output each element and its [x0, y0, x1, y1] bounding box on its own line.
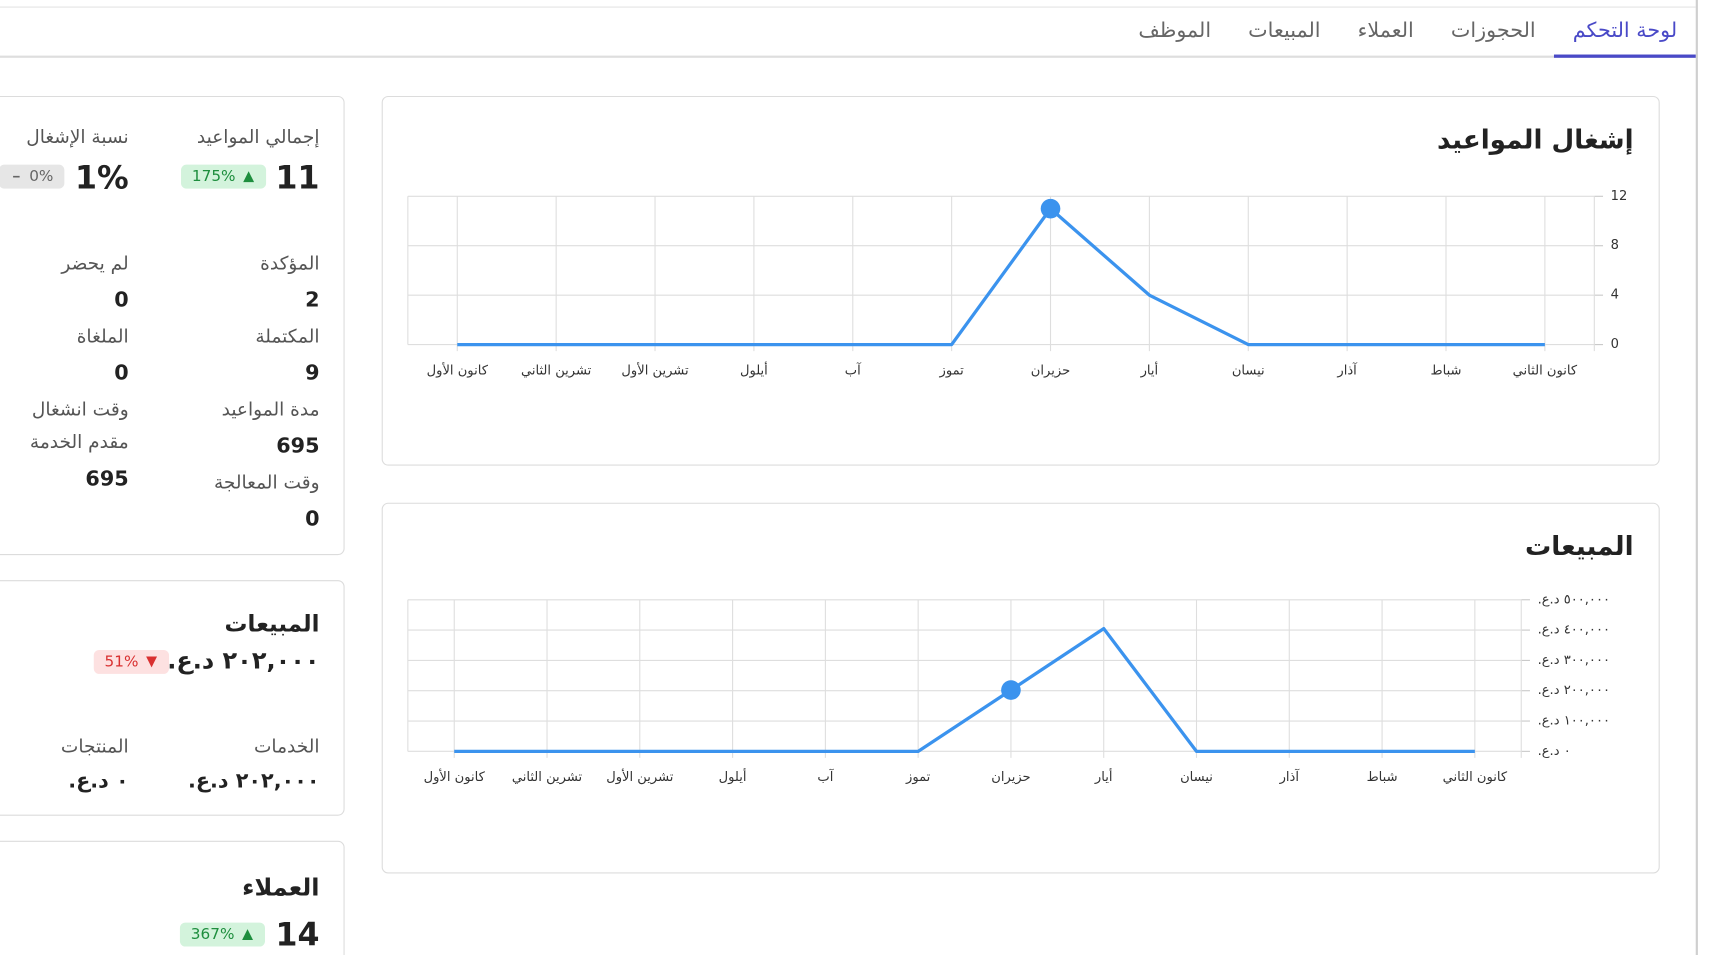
trend-icon [146, 656, 158, 668]
stat-label: مدة المواعيد [221, 399, 320, 421]
x-tick-label: آذار [1279, 768, 1301, 785]
x-tick-label: نيسان [1180, 770, 1213, 785]
y-tick-label: 4 [1611, 288, 1619, 303]
y-tick-label: ٠ د.ع. [1538, 744, 1571, 759]
stat-label: نسبة الإشغال [26, 126, 129, 149]
x-tick-label: آب [845, 361, 862, 378]
y-tick-label: ١٠٠,٠٠٠ د.ع. [1538, 714, 1610, 729]
tab[interactable]: المبيعات [1248, 18, 1321, 43]
chart-card [381, 95, 1660, 466]
change-value: 0% [29, 167, 54, 186]
x-tick-label: كانون الثاني [1443, 770, 1508, 785]
stat-label: إجمالي المواعيد [196, 126, 320, 149]
data-line [454, 626, 1475, 753]
x-tick-label: تشرين الأول [621, 361, 689, 378]
stat-value: 9 [305, 360, 320, 385]
tab[interactable]: العملاء [1357, 18, 1414, 43]
x-tick-label: أيلول [719, 768, 747, 785]
stat-value: 0 [305, 507, 320, 532]
stat-value: 695 [276, 434, 320, 459]
change-value: 367% [190, 925, 235, 944]
stat-value: ٠ د.ع. [68, 768, 129, 793]
stat-value: 11 [275, 159, 320, 197]
change-badge: 367% [179, 922, 265, 947]
x-tick-label: تشرين الثاني [512, 770, 583, 785]
stat-label: وقت انشغال مقدم الخدمة [29, 399, 129, 454]
data-line [457, 207, 1545, 347]
x-tick-label: شباط [1367, 770, 1398, 785]
x-tick-label: أيار [1094, 768, 1113, 785]
tab-bar: لوحة التحكم الحجوزات العملاء المبيعات الموظف [1120, 7, 1696, 58]
stat-value: 695 [85, 466, 129, 491]
x-tick-label: آذار [1336, 361, 1358, 378]
x-tick-label: نيسان [1232, 363, 1265, 378]
change-value: 51% [104, 653, 139, 671]
x-tick-label: تموز [905, 770, 931, 785]
x-tick-label: أيار [1140, 361, 1159, 378]
stat-label: المنتجات [60, 736, 129, 758]
tab-rule [0, 55, 1696, 58]
stat-label: الملغاة [76, 326, 129, 348]
x-tick-label: حزيران [1031, 363, 1070, 378]
trend-icon [242, 929, 253, 941]
data-point [1040, 198, 1061, 219]
change-badge: 0% [0, 164, 65, 189]
data-point [1001, 680, 1021, 700]
stat-value: ٢٠٢,٠٠٠ د.ع. [188, 768, 320, 793]
x-tick-label: تشرين الأول [606, 768, 674, 785]
x-tick-label: كانون الثاني [1513, 363, 1578, 378]
y-tick-label: 12 [1611, 189, 1628, 204]
x-tick-label: كانون الأول [427, 361, 489, 378]
x-tick-label: أيلول [740, 361, 768, 378]
tab[interactable]: الحجوزات [1450, 18, 1536, 43]
card-title: المبيعات [224, 610, 320, 637]
change-value: 175% [191, 167, 236, 186]
trend-icon [12, 175, 20, 178]
stat-value: 1% [74, 159, 129, 197]
x-tick-label: حزيران [991, 770, 1030, 785]
x-tick-label: كانون الأول [424, 768, 486, 785]
sales-card [0, 580, 345, 816]
top-rule [0, 6, 1696, 8]
y-tick-label: 8 [1611, 238, 1619, 253]
x-tick-label: آب [817, 768, 834, 785]
stat-value: ٢٠٢,٠٠٠ د.ع. [167, 647, 320, 676]
tab[interactable]: الموظف [1138, 18, 1212, 43]
y-tick-label: ٣٠٠,٠٠٠ د.ع. [1538, 653, 1610, 668]
stat-label: وقت المعالجة [213, 472, 320, 494]
y-tick-label: ٢٠٠,٠٠٠ د.ع. [1538, 683, 1610, 698]
side-rule [1695, 0, 1698, 955]
y-tick-label: ٤٠٠,٠٠٠ د.ع. [1538, 623, 1610, 638]
y-tick-label: ٥٠٠,٠٠٠ د.ع. [1538, 592, 1610, 607]
stat-value: 0 [114, 360, 129, 385]
change-badge: 51% [93, 649, 170, 674]
change-badge: 175% [180, 164, 267, 189]
card-title: العملاء [242, 874, 320, 902]
stat-label: الخدمات [253, 736, 320, 758]
tab[interactable]: لوحة التحكم [1554, 7, 1696, 58]
x-tick-label: تموز [939, 363, 965, 378]
x-tick-label: تشرين الثاني [521, 363, 592, 378]
stat-value: 0 [114, 287, 129, 312]
y-tick-label: 0 [1611, 337, 1619, 352]
stat-label: المؤكدة [260, 252, 320, 275]
stat-value: 14 [275, 916, 320, 954]
chart-title: المبيعات [1524, 531, 1634, 562]
stats-column: لم يحضر 0 الملغاة 0 وقت انشغال مقدم الخدمة 69… [7, 248, 129, 500]
stat-value: 2 [305, 287, 320, 312]
x-tick-label: شباط [1431, 363, 1462, 378]
chart-card [381, 502, 1660, 874]
stats-column: المؤكدة 2 المكتملة 9 مدة المواعيد 695 وقت المع… [156, 248, 320, 540]
stat-label: لم يحضر [61, 252, 129, 275]
trend-icon [243, 171, 255, 183]
chart-title: إشغال المواعيد [1437, 124, 1634, 155]
customers-card [0, 840, 345, 955]
stat-label: المكتملة [255, 326, 320, 348]
